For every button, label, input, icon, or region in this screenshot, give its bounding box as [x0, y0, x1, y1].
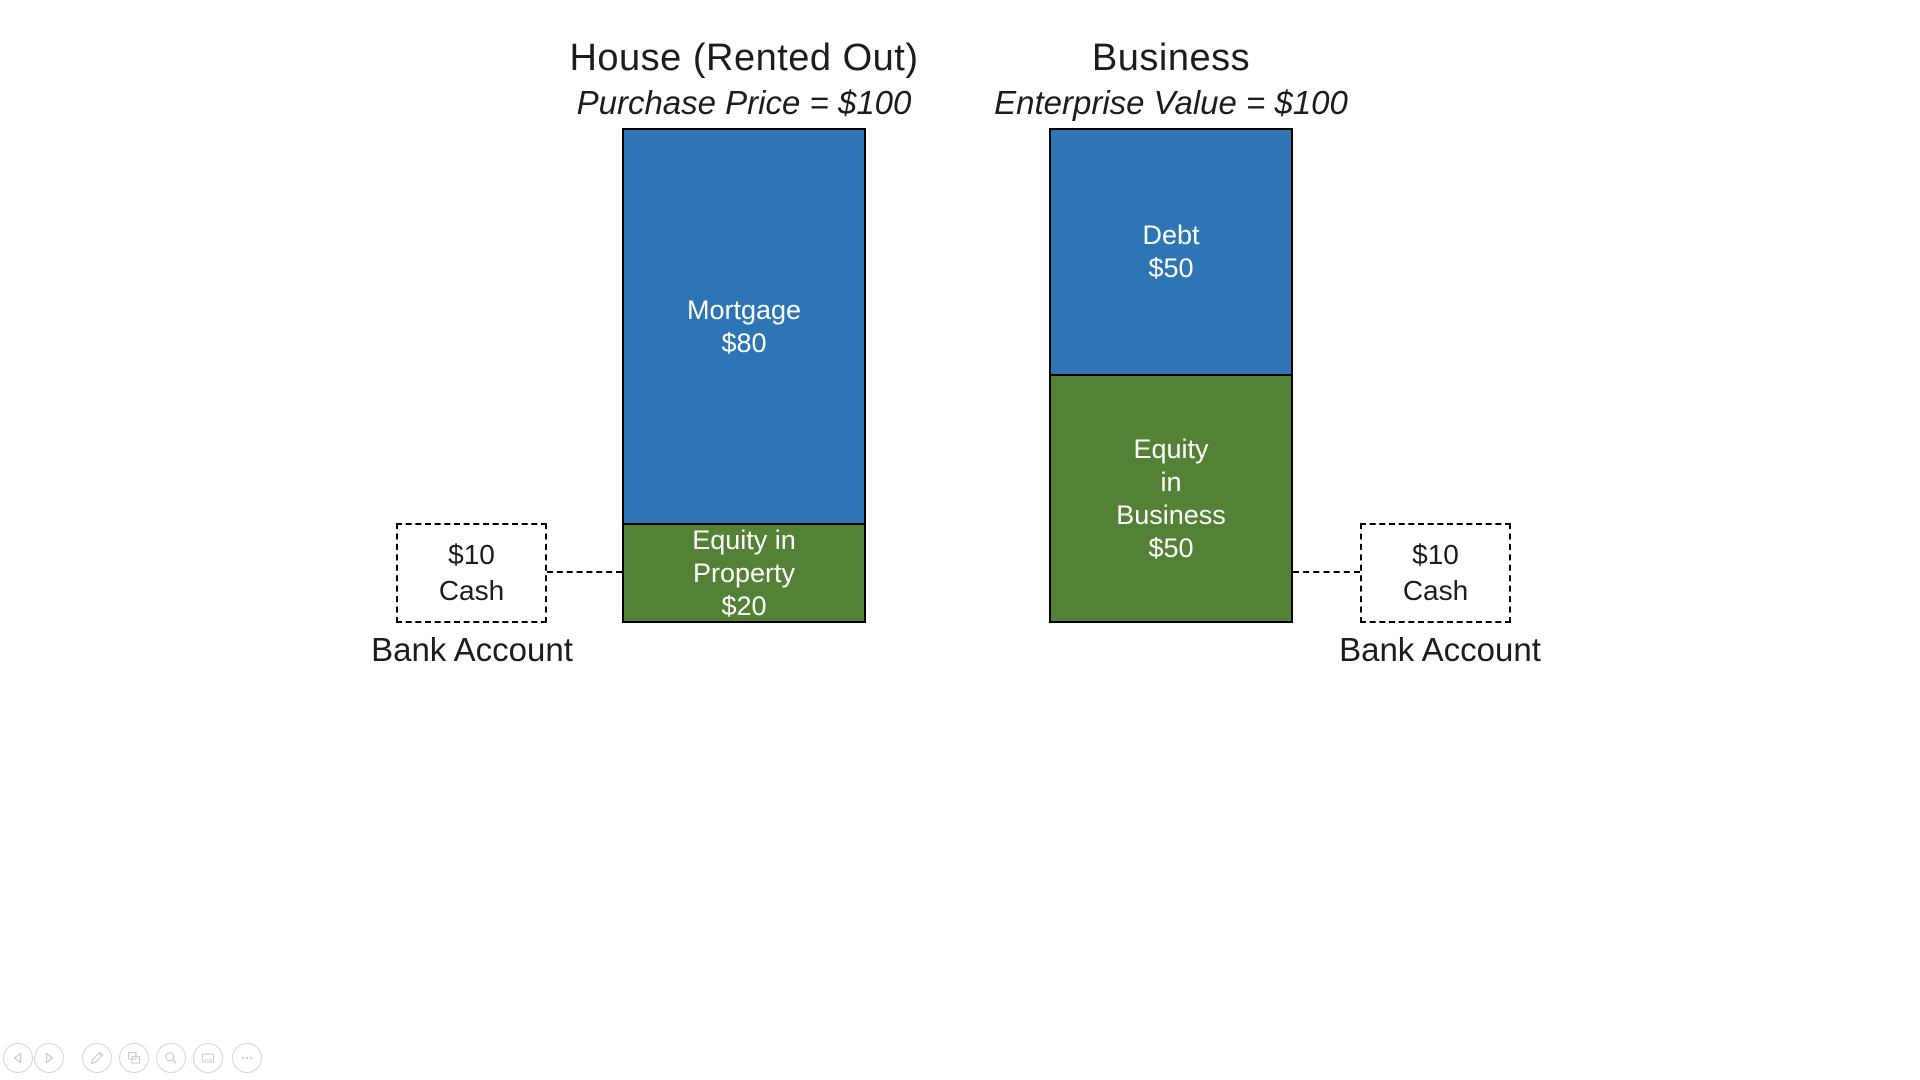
equity-in-property-segment: Equity in Property $20 — [622, 523, 866, 623]
next-slide-icon — [41, 1050, 57, 1066]
debt-segment: Debt $50 — [1049, 128, 1293, 376]
all-slides-button[interactable] — [119, 1043, 149, 1073]
previous-slide-icon — [10, 1050, 26, 1066]
ellipsis-icon — [239, 1050, 255, 1066]
business-cash-amount: $10 — [1412, 539, 1459, 570]
business-cash-label: Cash — [1402, 575, 1469, 606]
business-stacked-bar: Debt $50 Equity in Business $50 — [1049, 128, 1293, 623]
debt-segment-value: $50 — [1148, 253, 1194, 283]
equity-in-business-segment: Equity in Business $50 — [1049, 374, 1293, 623]
pen-tool-button[interactable] — [82, 1043, 112, 1073]
house-stacked-bar: Mortgage $80 Equity in Property $20 — [622, 128, 866, 623]
mortgage-segment: Mortgage $80 — [622, 128, 866, 525]
business-bank-account-label: Bank Account — [1339, 631, 1541, 668]
next-slide-button[interactable] — [34, 1043, 64, 1073]
equity-business-label-line3: Business — [1116, 499, 1226, 530]
house-chart-subtitle: Purchase Price = $100 — [576, 84, 912, 121]
all-slides-icon — [126, 1050, 142, 1066]
magnifier-icon — [163, 1050, 179, 1066]
house-chart-header: House (Rented Out) Purchase Price = $100 — [484, 34, 1004, 124]
equity-business-label-line1: Equity — [1133, 433, 1209, 464]
more-options-button[interactable] — [232, 1043, 262, 1073]
business-chart-title: Business — [1091, 37, 1251, 79]
house-cash-label: Cash — [438, 575, 505, 606]
equity-business-value: $50 — [1148, 532, 1194, 563]
equity-business-label-line2: in — [1160, 466, 1182, 497]
pen-icon — [89, 1050, 105, 1066]
equity-property-label-line2: Property — [692, 557, 796, 588]
business-cash-box: $10 Cash — [1360, 523, 1511, 623]
business-chart-subtitle: Enterprise Value = $100 — [994, 84, 1348, 121]
house-cash-connector-line — [547, 571, 622, 573]
equity-property-label-line1: Equity in — [692, 524, 796, 555]
house-cash-amount: $10 — [448, 539, 495, 570]
captions-button[interactable] — [193, 1043, 223, 1073]
previous-slide-button[interactable] — [3, 1043, 33, 1073]
house-bank-account-label: Bank Account — [371, 631, 573, 668]
business-cash-connector-line — [1293, 571, 1360, 573]
business-chart-header: Business Enterprise Value = $100 — [911, 34, 1431, 124]
debt-segment-label: Debt — [1142, 220, 1200, 250]
equity-property-value: $20 — [721, 590, 767, 621]
zoom-slide-button[interactable] — [156, 1043, 186, 1073]
house-cash-box: $10 Cash — [396, 523, 547, 623]
mortgage-segment-value: $80 — [721, 327, 767, 358]
slideshow-toolbar — [0, 1043, 280, 1077]
captions-icon — [200, 1050, 216, 1066]
mortgage-segment-label: Mortgage — [686, 294, 802, 325]
house-chart-title: House (Rented Out) — [569, 37, 919, 79]
